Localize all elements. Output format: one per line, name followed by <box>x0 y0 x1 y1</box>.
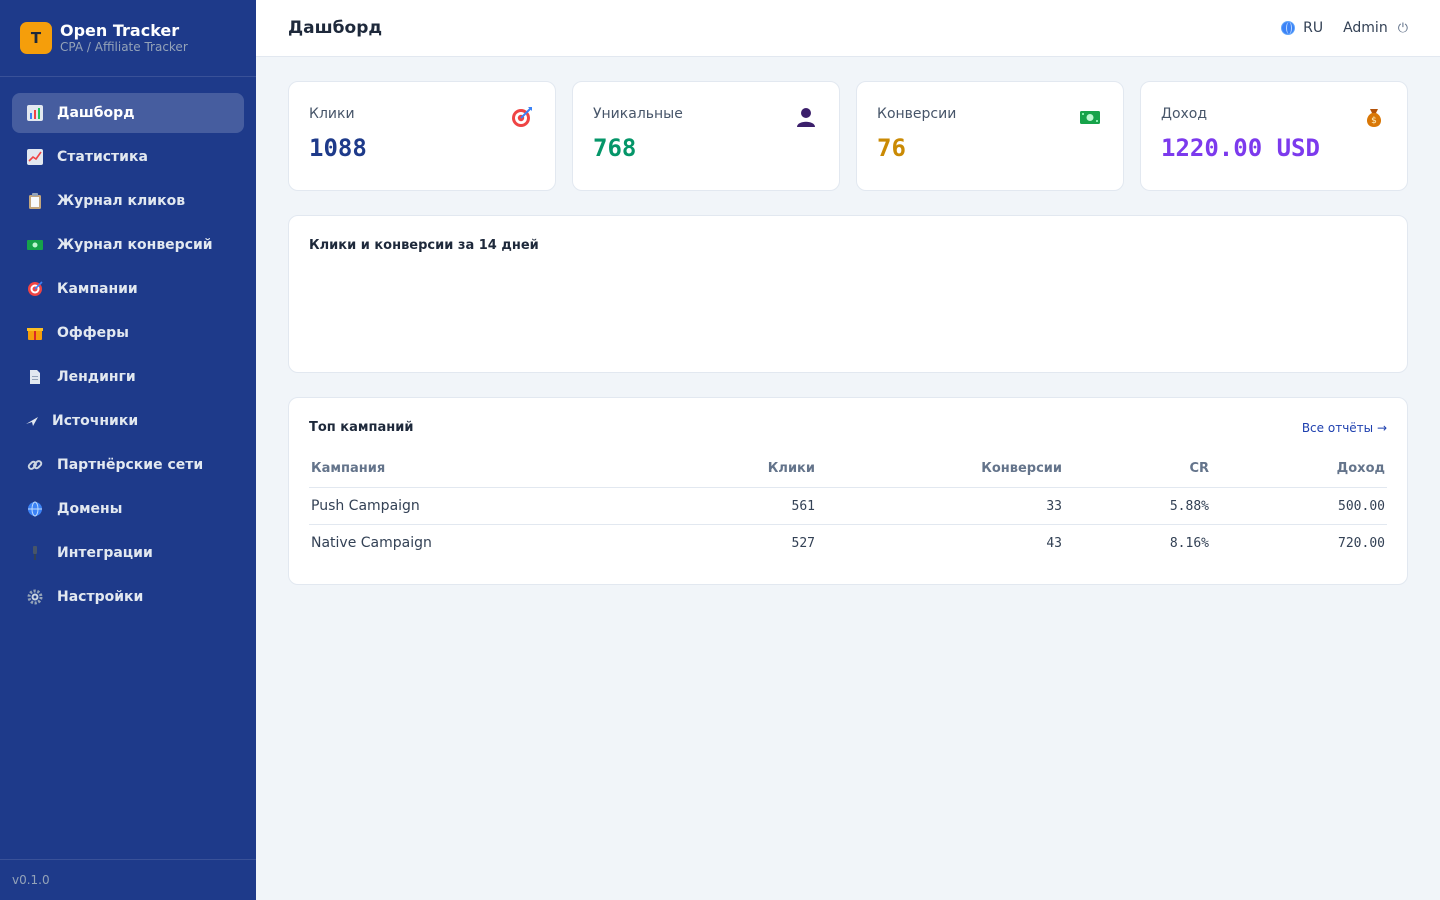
sidebar-nav: Дашборд Статистика Журнал кликов Журнал … <box>12 93 244 621</box>
chart-title: Клики и конверсии за 14 дней <box>309 238 539 253</box>
sidebar-item-offers[interactable]: Офферы <box>12 313 244 353</box>
sidebar-item-campaigns[interactable]: Кампании <box>12 269 244 309</box>
sidebar-item-dashboard[interactable]: Дашборд <box>12 93 244 133</box>
trend-chart-icon <box>26 148 44 166</box>
sidebar-item-label: Лендинги <box>57 369 136 385</box>
sidebar-item-label: Дашборд <box>57 105 135 121</box>
sidebar-item-label: Домены <box>57 501 123 517</box>
bar-chart-icon <box>26 104 44 122</box>
campaign-revenue: 500.00 <box>1211 487 1387 525</box>
stat-value: 1088 <box>309 134 367 162</box>
top-campaigns-title: Топ кампаний <box>309 420 414 435</box>
sidebar-item-label: Журнал кликов <box>57 193 186 209</box>
campaign-clicks: 561 <box>609 487 817 525</box>
sidebar-item-label: Кампании <box>57 281 138 297</box>
clipboard-icon <box>26 192 44 210</box>
app-logo: T <box>20 22 52 54</box>
column-header-campaign[interactable]: Кампания <box>309 461 609 488</box>
clicks-conversions-chart: Клики и конверсии за 14 дней <box>288 215 1408 373</box>
app-subtitle: CPA / Affiliate Tracker <box>60 40 188 54</box>
logout-icon[interactable]: ⏻ <box>1397 20 1408 36</box>
user-name: Admin <box>1343 20 1388 36</box>
campaign-cr: 8.16% <box>1169 535 1209 551</box>
page-title: Дашборд <box>288 18 383 38</box>
app-name: Open Tracker <box>60 21 180 40</box>
column-header-revenue[interactable]: Доход <box>1211 461 1387 488</box>
stat-label: Конверсии <box>877 106 957 122</box>
stat-label: Уникальные <box>593 106 683 122</box>
sidebar-item-label: Партнёрские сети <box>57 457 204 473</box>
column-header-cr[interactable]: CR <box>1064 461 1211 488</box>
campaign-clicks: 527 <box>791 535 815 551</box>
stat-value: 1220.00 USD <box>1161 134 1320 162</box>
stat-value: 768 <box>593 134 637 162</box>
sidebar-item-integrations[interactable]: Интеграции <box>12 533 244 573</box>
stat-card-unique: Уникальные 768 <box>572 81 840 191</box>
stat-label: Клики <box>309 106 355 122</box>
gift-icon <box>26 324 44 342</box>
page-icon <box>26 368 44 386</box>
language-switcher[interactable]: RU <box>1281 20 1323 36</box>
top-campaigns-table: Кампания Клики Конверсии CR Доход Push C… <box>309 461 1387 562</box>
svg-text:$: $ <box>1371 116 1377 126</box>
sidebar-item-label: Интеграции <box>57 545 153 561</box>
sidebar-item-label: Источники <box>52 413 139 429</box>
sidebar-item-label: Статистика <box>57 149 148 165</box>
stat-card-conversions: Конверсии 76 <box>856 81 1124 191</box>
sidebar-item-label: Журнал конверсий <box>57 237 213 253</box>
sidebar: T Open Tracker CPA / Affiliate Tracker Д… <box>0 0 256 900</box>
money-icon <box>1079 106 1101 128</box>
sidebar-item-conversion-log[interactable]: Журнал конверсий <box>12 225 244 265</box>
column-header-clicks[interactable]: Клики <box>609 461 817 488</box>
plane-icon <box>26 412 38 430</box>
user-icon <box>795 106 817 128</box>
sidebar-item-affiliate-networks[interactable]: Партнёрские сети <box>12 445 244 485</box>
top-header: Дашборд RU Admin ⏻ <box>256 0 1440 57</box>
money-bag-icon: $ <box>1363 106 1385 128</box>
campaign-revenue: 720.00 <box>1338 535 1385 551</box>
campaign-name: Push Campaign <box>309 487 609 525</box>
target-icon <box>26 280 44 298</box>
target-icon <box>511 106 533 128</box>
language-label: RU <box>1303 20 1324 36</box>
sidebar-item-statistics[interactable]: Статистика <box>12 137 244 177</box>
stat-card-revenue: Доход 1220.00 USD $ <box>1140 81 1408 191</box>
sidebar-item-click-log[interactable]: Журнал кликов <box>12 181 244 221</box>
gear-icon <box>26 588 44 606</box>
sidebar-item-label: Настройки <box>57 589 144 605</box>
version-label: v0.1.0 <box>0 859 256 900</box>
sidebar-item-settings[interactable]: Настройки <box>12 577 244 617</box>
table-row[interactable]: Push Campaign 561 33 5.88% 500.00 <box>309 487 1387 525</box>
sidebar-item-sources[interactable]: Источники <box>12 401 244 441</box>
stats-cards: Клики 1088 Уникальные 768 Конверсии 76 Д… <box>288 81 1408 191</box>
link-icon <box>26 456 44 474</box>
top-campaigns-card: Топ кампаний Все отчёты → Кампания Клики… <box>288 397 1408 585</box>
stat-value: 76 <box>877 134 906 162</box>
money-icon <box>26 236 44 254</box>
all-reports-link[interactable]: Все отчёты → <box>1301 420 1387 435</box>
sidebar-item-label: Офферы <box>57 325 129 341</box>
stat-label: Доход <box>1161 106 1208 122</box>
campaign-conversions: 33 <box>817 487 1064 525</box>
campaign-conversions: 43 <box>1046 535 1062 551</box>
campaign-cr: 5.88% <box>1064 487 1211 525</box>
globe-icon <box>26 500 44 518</box>
sidebar-item-landings[interactable]: Лендинги <box>12 357 244 397</box>
table-header-row: Кампания Клики Конверсии CR Доход <box>309 461 1387 488</box>
plug-icon <box>26 544 44 562</box>
globe-icon <box>1281 21 1296 35</box>
stat-card-clicks: Клики 1088 <box>288 81 556 191</box>
sidebar-item-domains[interactable]: Домены <box>12 489 244 529</box>
brand[interactable]: T Open Tracker CPA / Affiliate Tracker <box>0 0 256 77</box>
column-header-conversions[interactable]: Конверсии <box>817 461 1064 488</box>
campaign-name: Native Campaign <box>311 535 432 552</box>
table-row[interactable]: Native Campaign 527 43 8.16% 720.00 <box>309 525 1387 562</box>
